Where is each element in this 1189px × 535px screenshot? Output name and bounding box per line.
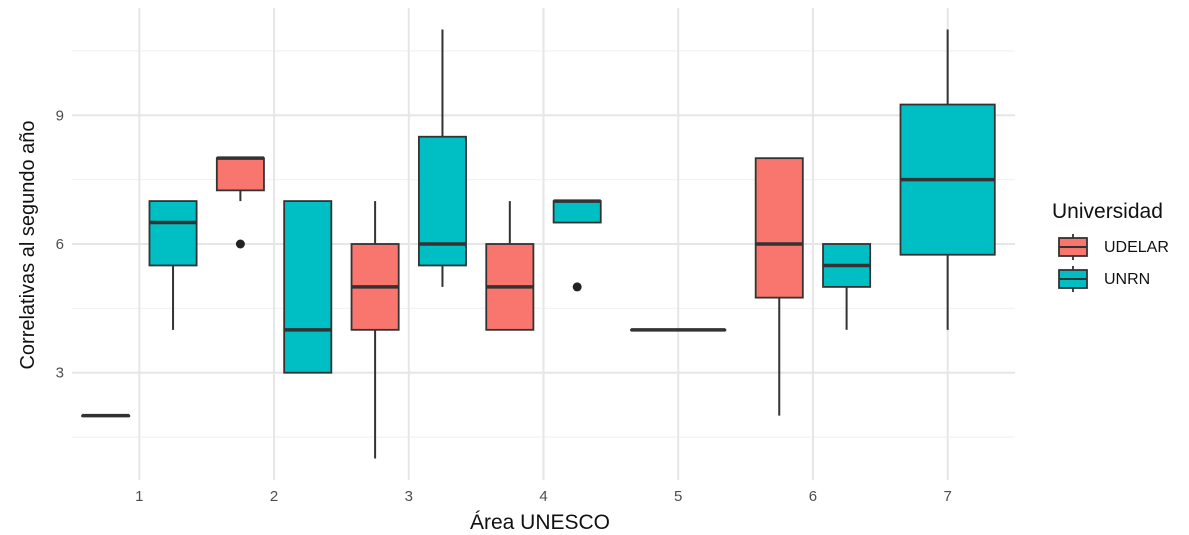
box-iqr (754, 157, 804, 299)
box-iqr (283, 200, 333, 374)
legend: Universidad UDELAR UNRN (1052, 200, 1169, 292)
boxes (81, 29, 996, 459)
y-tick-label: 9 (56, 107, 64, 124)
y-axis-ticks: 3 6 9 (56, 107, 64, 381)
box-unrn-1 (148, 200, 198, 330)
legend-item-unrn: UNRN (1058, 266, 1150, 292)
box-udelar-6 (754, 157, 804, 416)
box-iqr (215, 157, 265, 192)
box-udelar-1 (81, 413, 131, 418)
box-udelar-2 (215, 156, 265, 249)
outlier-point (572, 282, 582, 292)
y-tick-label: 3 (56, 365, 64, 382)
box-udelar-3 (350, 201, 400, 459)
x-axis-title: Área UNESCO (470, 511, 610, 534)
outlier-point (235, 239, 245, 249)
box-udelar-5 (630, 328, 727, 332)
box-unrn-2 (283, 200, 333, 374)
x-tick-label: 4 (539, 488, 547, 505)
x-axis-ticks: 1 2 3 4 5 6 7 (135, 488, 952, 505)
x-tick-label: 7 (943, 488, 951, 505)
y-axis-title: Correlativas al segundo año (17, 120, 39, 369)
box-unrn-7 (899, 29, 996, 330)
box-unrn-4 (552, 199, 602, 292)
box-udelar-4 (485, 201, 535, 331)
y-tick-label: 6 (56, 236, 64, 253)
x-tick-label: 1 (135, 488, 143, 505)
x-tick-label: 2 (270, 488, 278, 505)
x-tick-label: 3 (405, 488, 413, 505)
box-iqr (148, 200, 198, 267)
box-iqr (552, 200, 602, 224)
box-unrn-6 (822, 243, 872, 330)
legend-label: UDELAR (1104, 239, 1169, 256)
x-tick-label: 6 (809, 488, 817, 505)
legend-item-udelar: UDELAR (1058, 234, 1169, 260)
legend-label: UNRN (1104, 271, 1150, 288)
grid (72, 8, 1015, 480)
legend-title: Universidad (1052, 200, 1163, 223)
x-tick-label: 5 (674, 488, 682, 505)
legend-items: UDELAR UNRN (1058, 234, 1169, 292)
box-iqr (417, 135, 467, 267)
box-unrn-3 (417, 29, 467, 287)
